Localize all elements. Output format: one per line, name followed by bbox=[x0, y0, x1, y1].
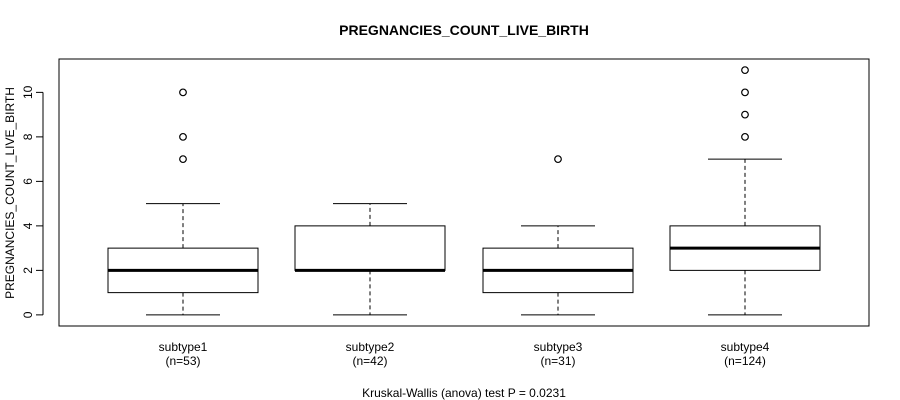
box-subtype2 bbox=[294, 203, 446, 316]
x-label-subtype3: subtype3 bbox=[534, 340, 583, 354]
y-tick-label-0: 0 bbox=[21, 311, 35, 318]
y-tick-label-2: 2 bbox=[21, 267, 35, 274]
y-axis: 0 2 4 6 8 10 bbox=[21, 85, 44, 318]
plot-frame bbox=[58, 58, 870, 327]
outlier-subtype1-7 bbox=[179, 155, 187, 164]
x-count-subtype2: (n=42) bbox=[352, 354, 387, 368]
box-subtype4 bbox=[669, 66, 821, 316]
x-axis-labels: subtype1(n=53) subtype2(n=42) subtype3(n=3… bbox=[159, 340, 770, 368]
y-tick-label-4: 4 bbox=[21, 222, 35, 229]
x-count-subtype4: (n=124) bbox=[724, 354, 766, 368]
y-tick-label-10: 10 bbox=[21, 85, 35, 99]
outlier-subtype4-11 bbox=[741, 66, 749, 75]
x-label-subtype1: subtype1 bbox=[159, 340, 208, 354]
x-count-subtype1: (n=53) bbox=[165, 354, 200, 368]
boxes-layer bbox=[107, 66, 821, 316]
x-count-subtype3: (n=31) bbox=[540, 354, 575, 368]
box-subtype3 bbox=[482, 155, 634, 316]
x-label-subtype2: subtype2 bbox=[346, 340, 395, 354]
chart-title: PREGNANCIES_COUNT_LIVE_BIRTH bbox=[339, 22, 589, 38]
y-tick-label-8: 8 bbox=[21, 133, 35, 140]
iqr-box-subtype2 bbox=[294, 225, 446, 271]
outlier-subtype4-10 bbox=[741, 88, 749, 97]
outlier-subtype3-7 bbox=[554, 155, 562, 164]
y-axis-label: PREGNANCIES_COUNT_LIVE_BIRTH bbox=[3, 87, 17, 299]
box-subtype1 bbox=[107, 88, 259, 316]
y-tick-label-6: 6 bbox=[21, 178, 35, 185]
x-label-subtype4: subtype4 bbox=[721, 340, 770, 354]
test-footnote: Kruskal-Wallis (anova) test P = 0.0231 bbox=[362, 386, 566, 400]
outlier-subtype4-9 bbox=[741, 110, 749, 119]
outlier-subtype1-10 bbox=[179, 88, 187, 97]
outlier-subtype1-8 bbox=[179, 132, 187, 141]
outlier-subtype4-8 bbox=[741, 132, 749, 141]
